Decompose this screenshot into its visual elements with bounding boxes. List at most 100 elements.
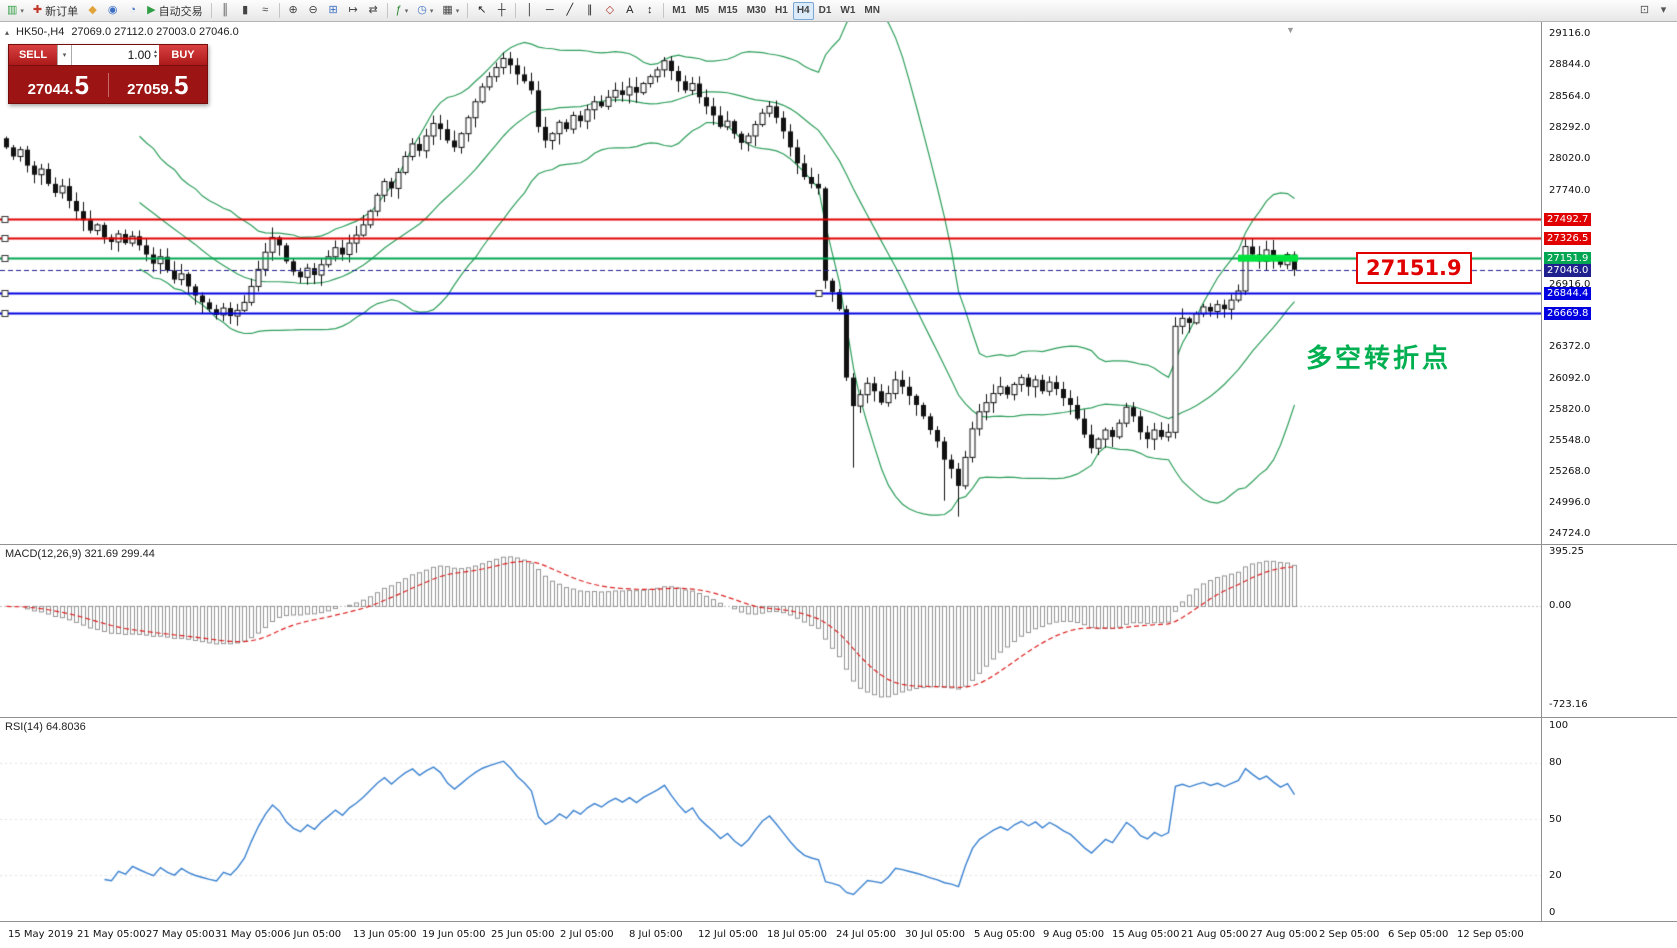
bars-chart-button[interactable]: ║ [216, 2, 235, 20]
price-tick: 24996.0 [1549, 497, 1591, 509]
equidistant-channel-button[interactable]: ∥ [580, 2, 599, 20]
timeframe-M1[interactable]: M1 [672, 5, 687, 16]
trendline-button[interactable]: ╱ [560, 2, 579, 20]
candles-chart-button[interactable]: ▮ [236, 2, 255, 20]
candlestick-chart[interactable] [0, 22, 1541, 544]
cursor-icon: ↖ [477, 4, 487, 16]
collapse-icon[interactable]: ▴ [5, 27, 10, 37]
chart-shift-icon: ⇄ [368, 4, 378, 16]
templates-button[interactable]: ▦ ▾ [438, 2, 463, 20]
crosshair-icon: ┼ [497, 4, 506, 16]
buy-price-big-digit: 5 [173, 69, 189, 100]
horizontal-line-button[interactable]: ─ [540, 2, 559, 20]
time-periods-button[interactable]: ◷ ▾ [413, 2, 437, 20]
autotrading-button[interactable]: ▶ 自动交易 [143, 2, 206, 20]
date-label: 27 Aug 05:00 [1250, 929, 1318, 940]
main-toolbar: ⊡ ▾ ▥ ▾ ✚ 新订单 ◆ ◉ ◔ ▶ 自动交易 ║ ▮ ≈ ⊕ ⊖ ⊞ ↦ ⇄ ƒ ▾ ◷ ▾ ▦ ▾ ↖ ┼ │ ─ ╱ ∥ ◇ A ↕… [0, 0, 1677, 22]
new-order-button[interactable]: ✚ 新订单 [29, 2, 82, 20]
price-tick: 28564.0 [1549, 90, 1591, 102]
sell-price[interactable]: 27044. 5 [9, 72, 108, 98]
data-window-button[interactable]: ◉ [103, 2, 122, 20]
date-label: 2 Jul 05:00 [560, 929, 614, 940]
data-window-icon: ◉ [107, 4, 118, 16]
date-axis[interactable]: 15 May 2019 21 May 05:00 27 May 05:00 31 Ma… [0, 921, 1677, 948]
timeframe-M30[interactable]: M30 [746, 5, 767, 16]
indicators-button[interactable]: ƒ ▾ [392, 2, 413, 20]
timeframe-MN[interactable]: MN [864, 5, 880, 16]
main-chart-panel: ▴ HK50-,H4 27069.0 27112.0 27003.0 27046… [0, 22, 1677, 544]
tile-windows-button[interactable]: ⊞ [324, 2, 343, 20]
rsi-scale-tick: 100 [1549, 720, 1569, 731]
timeframe-M15[interactable]: M15 [718, 5, 738, 16]
vertical-line-icon: │ [526, 4, 534, 16]
price-tick: 25268.0 [1549, 466, 1591, 478]
spin-down-icon[interactable]: ▾ [153, 54, 157, 60]
one-click-trading-panel: SELL ▾ 1.00 ▴ ▾ BUY 27044. 5 27059. 5 [8, 44, 208, 104]
macd-label: MACD(12,26,9) 321.69 299.44 [5, 548, 155, 560]
macd-scale[interactable]: 395.25 0.00 -723.16 [1541, 545, 1677, 717]
timeframe-M5[interactable]: M5 [695, 5, 710, 16]
chevron-down-icon: ▾ [20, 7, 24, 15]
sell-button[interactable]: SELL [9, 45, 57, 65]
expand-button[interactable]: ⊡ [1635, 1, 1654, 19]
volume-value[interactable]: 1.00 [127, 48, 151, 62]
price-divider [107, 72, 109, 97]
timeframe-D1[interactable]: D1 [818, 5, 832, 16]
date-label: 21 Aug 05:00 [1181, 929, 1249, 940]
text-icon: A [626, 4, 634, 16]
macd-scale-tick: 0.00 [1549, 600, 1572, 612]
text-button[interactable]: A [620, 2, 639, 20]
tile-windows-icon: ⊞ [328, 4, 338, 16]
price-tick: 28020.0 [1549, 152, 1591, 164]
volume-spinner[interactable]: ▴ ▾ [153, 49, 157, 60]
toolbar-right-group: ⊡ ▾ [1635, 1, 1673, 19]
buy-price[interactable]: 27059. 5 [109, 72, 208, 98]
sell-price-big-digit: 5 [74, 69, 89, 100]
fibonacci-button[interactable]: ◇ [600, 2, 619, 20]
date-label: 6 Sep 05:00 [1388, 929, 1449, 940]
macd-chart[interactable] [0, 545, 1541, 717]
sell-price-main: 27044. [27, 80, 74, 98]
rsi-label: RSI(14) 64.8036 [5, 721, 86, 733]
date-label: 12 Jul 05:00 [698, 929, 758, 940]
spin-up-icon[interactable]: ▴ [153, 49, 157, 55]
strategy-tester-button[interactable]: ◔ [123, 2, 142, 20]
buy-button[interactable]: BUY [159, 45, 207, 65]
price-tick: 24724.0 [1549, 528, 1591, 540]
price-line-label: 27492.7 [1544, 212, 1592, 226]
vertical-line-button[interactable]: │ [520, 2, 539, 20]
trendline-icon: ╱ [566, 4, 574, 16]
main-chart-plot: ▴ HK50-,H4 27069.0 27112.0 27003.0 27046… [0, 22, 1541, 544]
equidistant-channel-icon: ∥ [587, 4, 593, 16]
rsi-scale[interactable]: 100 80 50 20 0 [1541, 718, 1677, 921]
crosshair-button[interactable]: ┼ [492, 2, 511, 20]
expand-icon: ⊡ [1639, 3, 1650, 16]
price-tick: 29116.0 [1549, 27, 1591, 39]
date-label: 2 Sep 05:00 [1319, 929, 1380, 940]
price-tick: 26916.0 [1549, 278, 1591, 290]
rsi-panel: RSI(14) 64.8036 100 80 50 20 0 [0, 717, 1677, 921]
rsi-chart[interactable] [0, 718, 1541, 921]
market-watch-button[interactable]: ◆ [83, 2, 102, 20]
zoom-in-button[interactable]: ⊕ [284, 2, 303, 20]
arrows-button[interactable]: ↕ [640, 2, 659, 20]
price-line-label: 26844.4 [1544, 286, 1592, 300]
toolbar-separator [467, 3, 469, 18]
timeframe-W1[interactable]: W1 [840, 5, 856, 16]
date-label: 6 Jun 05:00 [284, 929, 342, 940]
zoom-out-button[interactable]: ⊖ [304, 2, 323, 20]
price-scale[interactable]: 27492.7 27326.5 27151.9 27046.0 26844.4 26669… [1541, 22, 1677, 544]
timeframe-H4[interactable]: H4 [792, 1, 814, 20]
toolbar-separator [663, 3, 665, 18]
timeframe-H1[interactable]: H1 [775, 5, 788, 16]
more-button[interactable]: ▾ [1654, 1, 1673, 19]
chart-shift-button[interactable]: ⇄ [364, 2, 383, 20]
new-chart-button[interactable]: ▥ ▾ [3, 2, 28, 20]
order-type-dropdown[interactable]: ▾ [57, 45, 72, 65]
date-label: 27 May 05:00 [146, 929, 215, 940]
line-chart-button[interactable]: ≈ [256, 2, 275, 20]
cursor-button[interactable]: ↖ [472, 2, 491, 20]
auto-scroll-button[interactable]: ↦ [344, 2, 363, 20]
volume-stepper[interactable]: 1.00 ▴ ▾ [72, 45, 159, 65]
macd-plot: MACD(12,26,9) 321.69 299.44 [0, 545, 1541, 717]
